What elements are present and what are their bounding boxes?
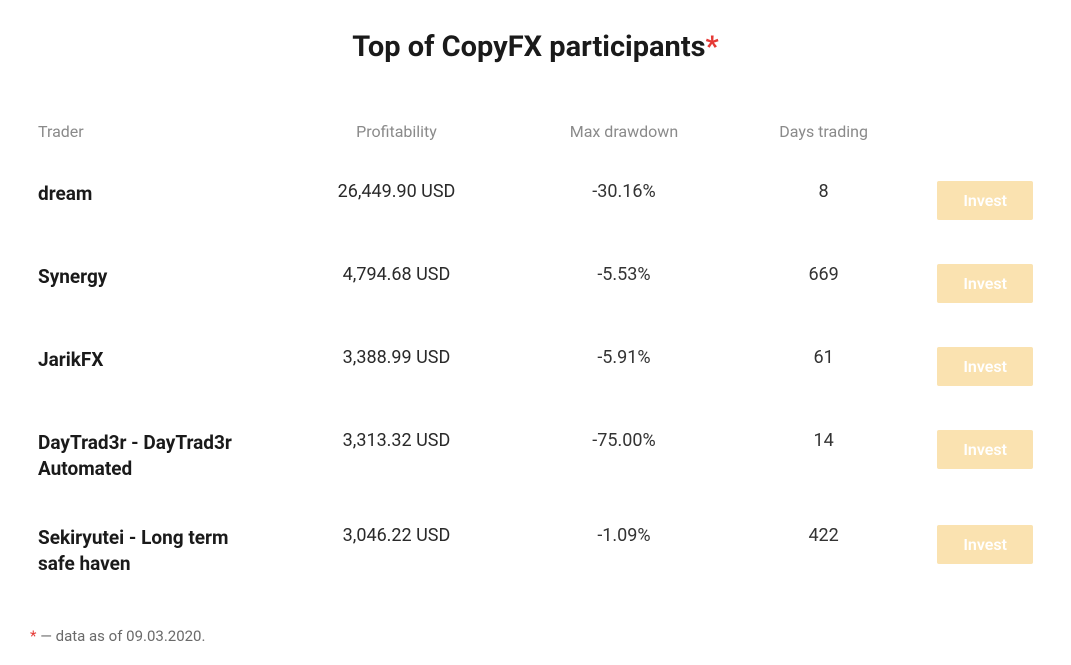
profitability-value: 3,388.99 USD [283,325,510,408]
participants-table: Trader Profitability Max drawdown Days t… [30,112,1041,599]
trader-name[interactable]: JarikFX [38,347,268,373]
page-title-row: Top of CopyFX participants* [30,30,1041,64]
drawdown-value: -75.00% [510,408,737,503]
footnote: * — data as of 09.03.2020. [30,627,1041,645]
col-header-profitability: Profitability [283,112,510,159]
col-header-action [910,112,1041,159]
invest-button[interactable]: Invest [937,430,1033,469]
trader-name[interactable]: Synergy [38,264,268,290]
table-row: Synergy 4,794.68 USD -5.53% 669 Invest [30,242,1041,325]
profitability-value: 3,313.32 USD [283,408,510,503]
days-value: 669 [738,242,910,325]
col-header-drawdown: Max drawdown [510,112,737,159]
table-row: JarikFX 3,388.99 USD -5.91% 61 Invest [30,325,1041,408]
days-value: 8 [738,159,910,242]
col-header-trader: Trader [30,112,283,159]
page-title: Top of CopyFX participants [352,30,705,64]
days-value: 14 [738,408,910,503]
days-value: 61 [738,325,910,408]
table-row: dream 26,449.90 USD -30.16% 8 Invest [30,159,1041,242]
trader-name[interactable]: Sekiryutei - Long term safe haven [38,525,268,576]
trader-name[interactable]: DayTrad3r - DayTrad3r Automated [38,430,268,481]
col-header-days: Days trading [738,112,910,159]
drawdown-value: -5.53% [510,242,737,325]
trader-name[interactable]: dream [38,181,268,207]
drawdown-value: -5.91% [510,325,737,408]
days-value: 422 [738,503,910,598]
invest-button[interactable]: Invest [937,525,1033,564]
profitability-value: 4,794.68 USD [283,242,510,325]
table-row: DayTrad3r - DayTrad3r Automated 3,313.32… [30,408,1041,503]
title-asterisk: * [706,30,719,64]
drawdown-value: -30.16% [510,159,737,242]
drawdown-value: -1.09% [510,503,737,598]
table-header-row: Trader Profitability Max drawdown Days t… [30,112,1041,159]
invest-button[interactable]: Invest [937,264,1033,303]
table-row: Sekiryutei - Long term safe haven 3,046.… [30,503,1041,598]
profitability-value: 3,046.22 USD [283,503,510,598]
footnote-text: — data as of 09.03.2020. [36,627,205,645]
invest-button[interactable]: Invest [937,347,1033,386]
profitability-value: 26,449.90 USD [283,159,510,242]
invest-button[interactable]: Invest [937,181,1033,220]
